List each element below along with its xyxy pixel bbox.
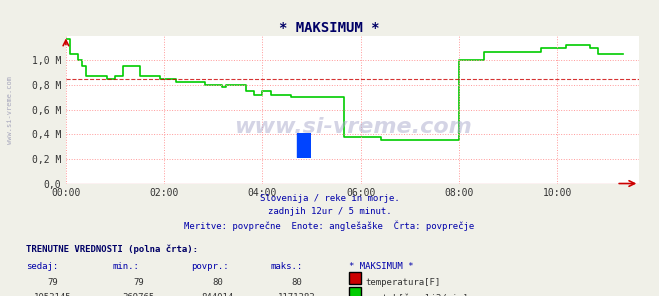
Text: 80: 80: [291, 278, 302, 287]
Text: sedaj:: sedaj:: [26, 262, 59, 271]
Text: 369765: 369765: [123, 293, 154, 296]
Text: 79: 79: [133, 278, 144, 287]
Text: * MAKSIMUM *: * MAKSIMUM *: [279, 21, 380, 35]
Text: maks.:: maks.:: [270, 262, 302, 271]
Text: temperatura[F]: temperatura[F]: [366, 278, 441, 287]
Text: * MAKSIMUM *: * MAKSIMUM *: [349, 262, 414, 271]
Text: 79: 79: [47, 278, 58, 287]
Text: povpr.:: povpr.:: [191, 262, 229, 271]
Text: pretok[čevelj3/min]: pretok[čevelj3/min]: [366, 293, 468, 296]
Text: TRENUTNE VREDNOSTI (polna črta):: TRENUTNE VREDNOSTI (polna črta):: [26, 244, 198, 254]
Text: 1053145: 1053145: [34, 293, 72, 296]
Text: www.si-vreme.com: www.si-vreme.com: [234, 117, 471, 137]
Text: zadnjih 12ur / 5 minut.: zadnjih 12ur / 5 minut.: [268, 207, 391, 216]
Text: 844014: 844014: [202, 293, 233, 296]
Text: Slovenija / reke in morje.: Slovenija / reke in morje.: [260, 194, 399, 203]
Text: Meritve: povprečne  Enote: anglešaške  Črta: povprečje: Meritve: povprečne Enote: anglešaške Črt…: [185, 221, 474, 231]
Text: min.:: min.:: [112, 262, 139, 271]
Text: www.si-vreme.com: www.si-vreme.com: [7, 75, 13, 144]
Text: 1171383: 1171383: [277, 293, 316, 296]
Text: 80: 80: [212, 278, 223, 287]
